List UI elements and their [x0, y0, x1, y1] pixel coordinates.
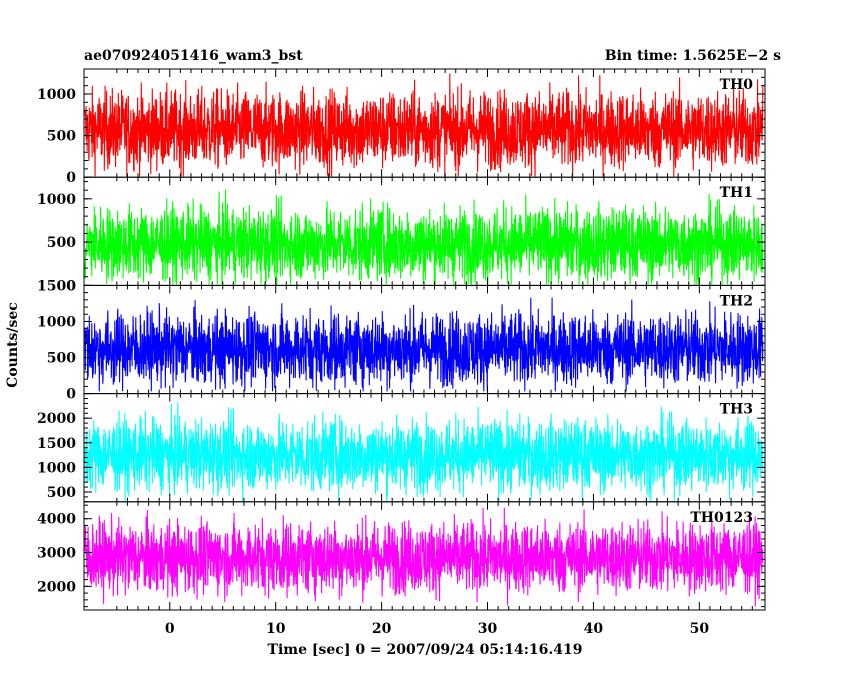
- y-axis-label: Counts/sec: [5, 302, 21, 388]
- y-tick-label: 0: [66, 387, 76, 403]
- series-label-th3: TH3: [720, 402, 753, 418]
- series-label-th0123: TH0123: [690, 510, 753, 526]
- x-tick-label: 0: [165, 621, 175, 637]
- x-axis-label: Time [sec] 0 = 2007/09/24 05:14:16.419: [268, 642, 583, 658]
- x-axis: 0 10 20 30 40 50: [165, 621, 709, 637]
- y-tick-label: 4000: [37, 512, 76, 528]
- series-th0-trace: [84, 73, 764, 177]
- panel-th0123: 2000 3000 4000 TH0123: [37, 501, 766, 611]
- x-tick-label: 40: [584, 621, 604, 637]
- series-th1-trace: [84, 189, 764, 285]
- y-tick-label: 1500: [37, 436, 76, 452]
- series-th3-trace: [84, 402, 764, 502]
- x-tick-label: 50: [690, 621, 710, 637]
- chart-title: ae070924051416_wam3_bst: [84, 48, 303, 64]
- y-tick-label: 2000: [37, 411, 76, 427]
- y-tick-label: 1000: [37, 87, 76, 103]
- y-tick-label: 2000: [37, 579, 76, 595]
- y-tick-label: 1000: [37, 192, 76, 208]
- panels-group: 0 500 1000 TH0 0 500 1000 TH1 0 500 1000 1500 TH2 500…: [37, 68, 766, 611]
- panel-th2: 0 500 1000 1500 TH2: [37, 278, 766, 403]
- x-tick-label: 10: [266, 621, 286, 637]
- series-label-th1: TH1: [720, 185, 753, 201]
- y-tick-label: 1000: [37, 460, 76, 476]
- series-th0123-trace: [84, 507, 764, 607]
- bin-time-label: Bin time: 1.5625E−2 s: [605, 48, 781, 64]
- panel-th3: 500 1000 1500 2000 TH3: [37, 393, 766, 503]
- y-tick-label: 1500: [37, 278, 76, 294]
- x-tick-label: 20: [372, 621, 392, 637]
- panel-th1: 0 500 1000 TH1: [37, 176, 766, 294]
- panel-th0: 0 500 1000 TH0: [37, 68, 766, 186]
- series-label-th0: TH0: [720, 77, 754, 93]
- x-tick-label: 30: [478, 621, 498, 637]
- y-tick-label: 500: [47, 129, 76, 145]
- y-tick-label: 3000: [37, 546, 76, 562]
- series-label-th2: TH2: [720, 293, 753, 309]
- y-tick-label: 500: [47, 485, 76, 501]
- y-tick-label: 0: [66, 170, 76, 186]
- y-tick-label: 0: [66, 278, 76, 294]
- series-th2-trace: [84, 297, 764, 392]
- y-tick-label: 500: [47, 351, 76, 367]
- y-tick-label: 500: [47, 235, 76, 251]
- panel-frame: [83, 501, 766, 611]
- y-tick-label: 1000: [37, 314, 76, 330]
